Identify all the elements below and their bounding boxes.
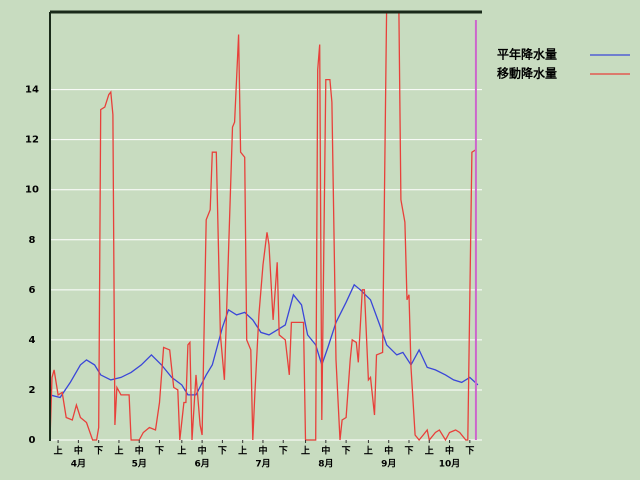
y-tick-label: 10 [25, 185, 39, 196]
x-tick-label: 中 [135, 445, 144, 457]
x-tick-label: 下 [465, 446, 474, 457]
month-label: 7月 [255, 459, 270, 470]
x-tick-label: 上 [425, 445, 434, 457]
x-tick-label: 下 [279, 446, 288, 457]
x-tick-label: 下 [404, 446, 413, 457]
grid [50, 89, 482, 441]
x-tick-label: 中 [445, 445, 454, 457]
series-line [50, 283, 479, 399]
x-tick-label: 上 [177, 445, 186, 457]
legend-label: 平年降水量 [497, 47, 557, 62]
y-tick-label: 4 [29, 335, 36, 346]
month-label: 5月 [132, 459, 147, 470]
y-tick-label: 0 [29, 435, 36, 446]
y-tick-label: 12 [25, 135, 39, 146]
x-tick-label: 下 [218, 446, 227, 457]
x-tick-label: 上 [114, 445, 123, 457]
x-tick-label: 中 [321, 445, 330, 457]
x-tick-label: 下 [94, 446, 103, 457]
x-tick-label: 上 [238, 445, 247, 457]
x-tick-label: 中 [198, 445, 207, 457]
x-tick-label: 下 [342, 446, 351, 457]
x-tick-label: 中 [258, 445, 267, 457]
x-tick-label: 上 [364, 445, 373, 457]
plot-area [50, 12, 479, 442]
y-tick-label: 8 [29, 235, 36, 246]
y-tick-label: 2 [29, 385, 36, 396]
legend-label: 移動降水量 [497, 66, 557, 81]
y-tick-label: 14 [25, 85, 39, 96]
month-label: 6月 [194, 459, 209, 470]
x-tick-label: 下 [155, 446, 164, 457]
x-tick-label: 上 [301, 445, 310, 457]
month-label: 4月 [71, 459, 86, 470]
series-line [50, 12, 477, 442]
x-tick-label: 中 [384, 445, 393, 457]
x-tick-label: 中 [74, 445, 83, 457]
month-label: 9月 [381, 459, 396, 470]
month-label: 10月 [439, 459, 461, 470]
y-tick-label: 6 [29, 285, 36, 296]
x-tick-label: 上 [54, 445, 63, 457]
month-label: 8月 [318, 459, 333, 470]
